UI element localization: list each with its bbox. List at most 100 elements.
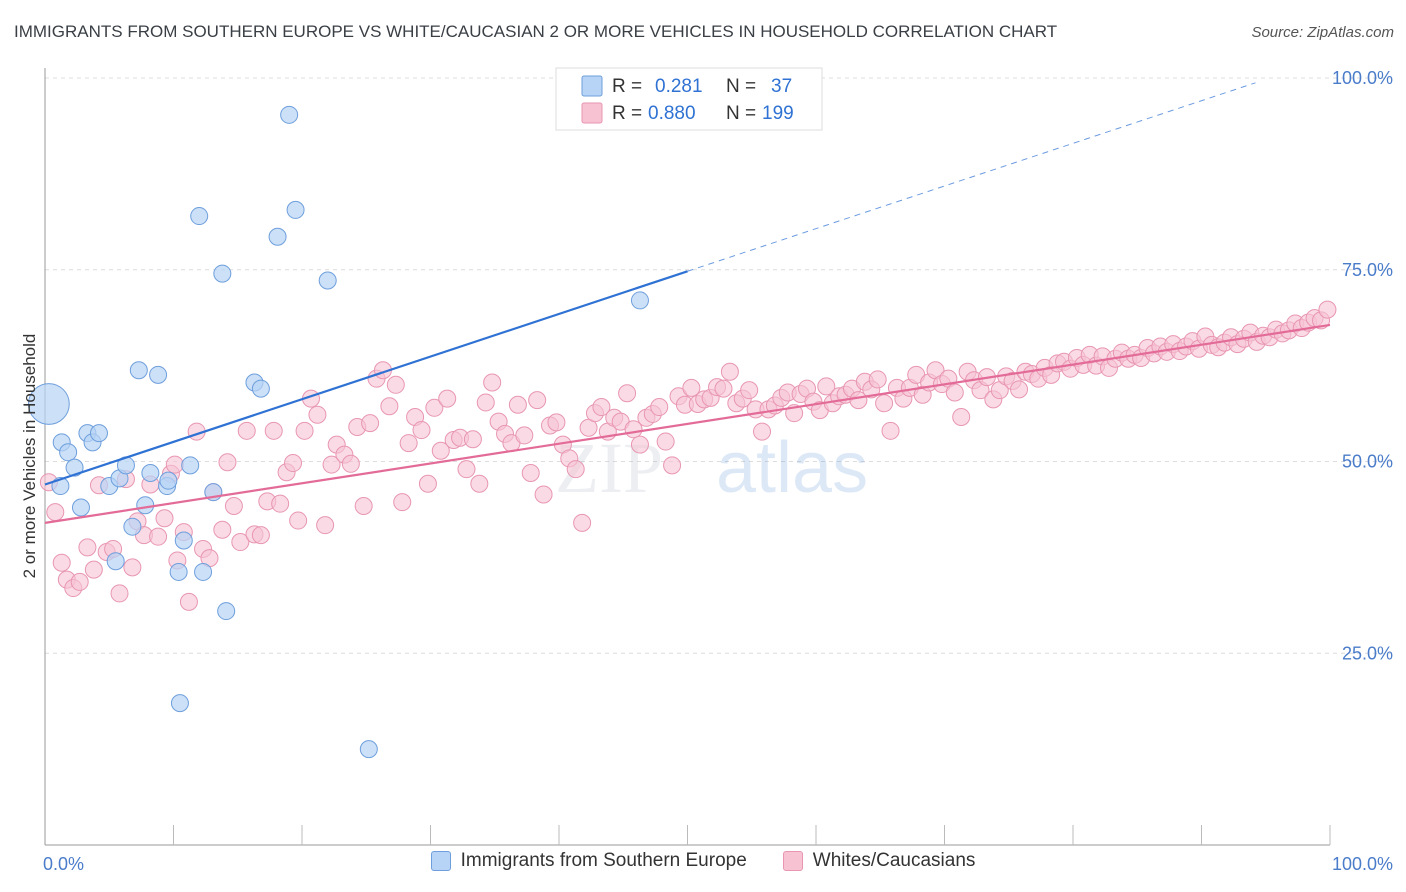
data-point-immigrants: [129, 361, 148, 380]
data-point-whites: [289, 511, 308, 530]
data-point-whites: [547, 413, 566, 432]
data-point-whites: [308, 405, 327, 424]
data-point-immigrants: [194, 562, 213, 581]
data-point-immigrants: [123, 517, 142, 536]
legend-n-value: 37: [771, 76, 792, 97]
data-point-immigrants: [89, 424, 108, 443]
data-point-whites: [46, 503, 65, 522]
data-point-whites: [566, 460, 585, 479]
data-point-whites: [720, 362, 739, 381]
data-point-immigrants: [149, 365, 168, 384]
data-point-whites: [463, 430, 482, 449]
data-point-whites: [341, 454, 360, 473]
data-point-whites: [110, 584, 129, 603]
data-point-whites: [534, 485, 553, 504]
data-point-immigrants: [190, 207, 209, 226]
series-immigrants-points: [27, 105, 649, 759]
trend-line-whites: [44, 323, 1331, 524]
data-point-whites: [179, 592, 198, 611]
data-point-whites: [573, 513, 592, 532]
data-point-immigrants: [181, 456, 200, 475]
data-point-immigrants: [169, 562, 188, 581]
y-tick-label: 25.0%: [1342, 643, 1393, 663]
data-point-whites: [753, 422, 772, 441]
data-point-whites: [361, 414, 380, 433]
data-point-immigrants: [136, 496, 155, 515]
data-point-immigrants: [359, 740, 378, 759]
legend-item-whites[interactable]: Whites/Caucasians: [782, 850, 976, 872]
data-point-whites: [264, 421, 283, 440]
data-point-immigrants: [27, 383, 70, 425]
data-point-whites: [84, 560, 103, 579]
data-point-whites: [521, 464, 540, 483]
data-point-whites: [945, 383, 964, 402]
legend-swatch-whites: [782, 851, 803, 871]
data-point-whites: [682, 378, 701, 397]
data-point-whites: [425, 398, 444, 417]
data-point-whites: [316, 516, 335, 535]
y-tick-label: 75.0%: [1342, 260, 1393, 280]
legend-swatch-immigrants: [430, 851, 451, 871]
data-point-immigrants: [286, 200, 305, 219]
data-point-whites: [218, 453, 237, 472]
top-legend: R = 0.281 N = 37 R = 0.880 N = 199: [555, 67, 823, 131]
data-point-immigrants: [268, 227, 287, 246]
data-point-whites: [213, 520, 232, 539]
y-tick-label: 100.0%: [1332, 68, 1393, 88]
data-point-immigrants: [159, 471, 178, 490]
bottom-legend: Immigrants from Southern Europe Whites/C…: [0, 850, 1406, 872]
data-point-whites: [431, 441, 450, 460]
y-tick-label: 50.0%: [1342, 452, 1393, 472]
data-point-whites: [470, 474, 489, 493]
axes: [44, 68, 1331, 846]
tick-labels: 100.0% 75.0% 50.0% 25.0% 0.0% 100.0%: [43, 68, 1393, 874]
legend-label-whites: Whites/Caucasians: [812, 850, 976, 871]
legend-n-label: N =: [726, 76, 756, 97]
data-point-whites: [656, 432, 675, 451]
data-point-whites: [237, 421, 256, 440]
chart-title: IMMIGRANTS FROM SOUTHERN EUROPE VS WHITE…: [14, 22, 1058, 41]
data-point-immigrants: [217, 602, 236, 621]
watermark-atlas: atlas: [716, 428, 868, 508]
legend-r-value: 0.880: [648, 103, 696, 124]
data-point-immigrants: [318, 271, 337, 290]
data-point-whites: [881, 421, 900, 440]
data-point-whites: [354, 496, 373, 515]
legend-r-label: R =: [612, 76, 642, 97]
data-point-immigrants: [65, 458, 84, 477]
y-axis-label: 2 or more Vehicles in Household: [20, 334, 39, 579]
legend-item-immigrants[interactable]: Immigrants from Southern Europe: [430, 850, 747, 872]
data-point-whites: [271, 494, 290, 513]
watermark: ZIP atlas: [555, 428, 868, 508]
data-point-whites: [70, 572, 89, 591]
data-point-whites: [515, 426, 534, 445]
data-point-whites: [155, 509, 174, 528]
data-point-immigrants: [71, 498, 90, 517]
data-point-whites: [438, 389, 457, 408]
trend-lines: [44, 82, 1331, 524]
trend-line-immigrants-extension: [687, 82, 1256, 272]
data-point-immigrants: [106, 552, 125, 571]
data-point-immigrants: [213, 264, 232, 283]
data-point-whites: [231, 533, 250, 552]
legend-swatch-pink: [581, 102, 603, 124]
legend-n-value: 199: [762, 103, 794, 124]
data-point-whites: [393, 493, 412, 512]
data-point-immigrants: [59, 443, 78, 462]
data-point-whites: [386, 375, 405, 394]
data-point-whites: [875, 394, 894, 413]
source-label: Source: ZipAtlas.com: [1251, 24, 1394, 41]
legend-r-value: 0.281: [655, 76, 703, 97]
data-point-whites: [457, 460, 476, 479]
x-tick-label: 0.0%: [43, 854, 84, 874]
data-point-whites: [149, 527, 168, 546]
data-point-whites: [78, 538, 97, 557]
data-point-whites: [740, 381, 759, 400]
data-point-whites: [380, 397, 399, 416]
data-point-immigrants: [170, 694, 189, 713]
legend-swatch-blue: [581, 75, 603, 97]
data-point-whites: [714, 379, 733, 398]
legend-r-label: R =: [612, 103, 642, 124]
data-point-whites: [952, 408, 971, 427]
data-point-immigrants: [174, 531, 193, 550]
